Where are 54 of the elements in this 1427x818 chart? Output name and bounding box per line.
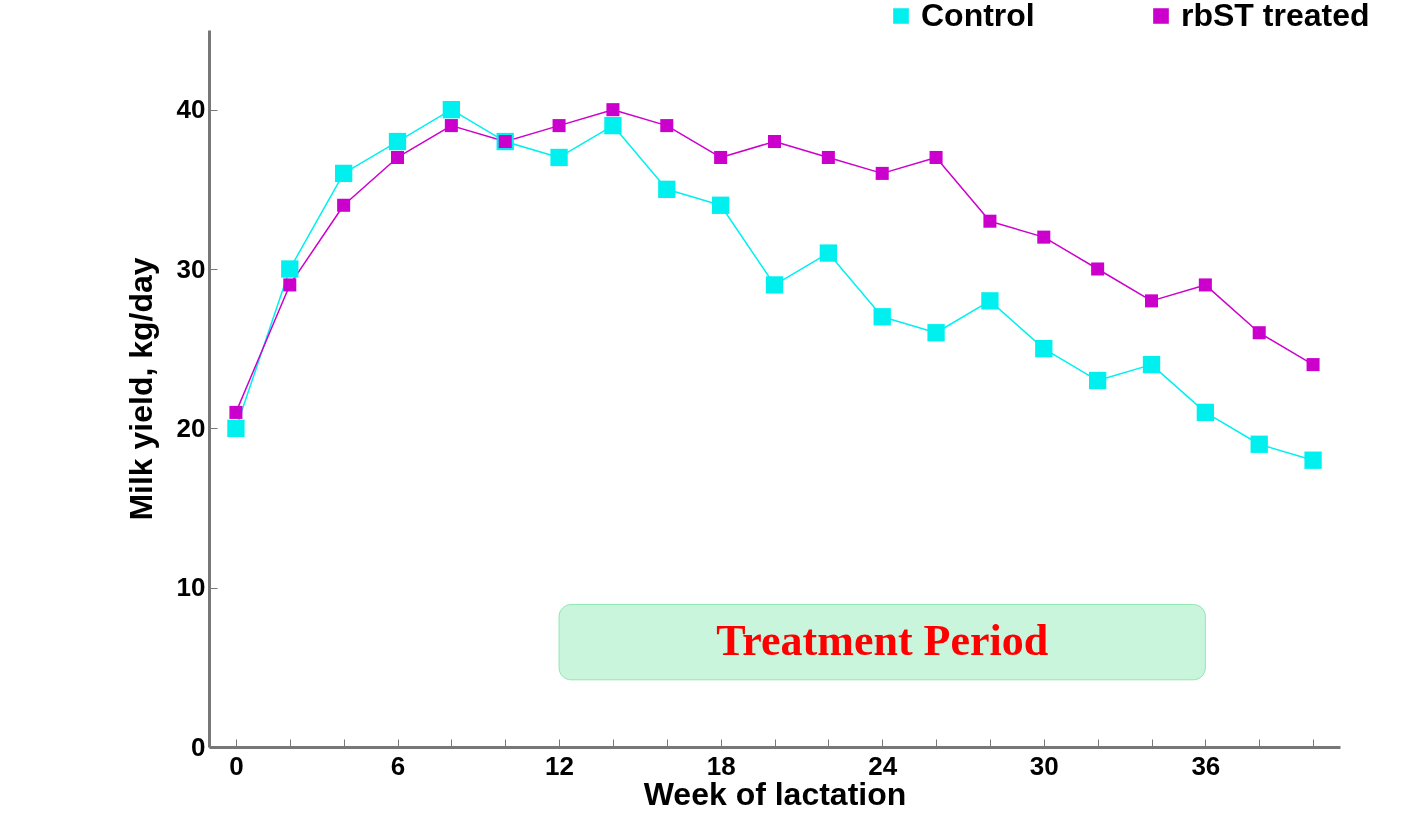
point <box>929 150 943 164</box>
point <box>1252 326 1266 340</box>
point <box>819 244 838 262</box>
x-tick-label: 36 <box>1191 750 1221 781</box>
band-label: Treatment Period <box>716 616 1049 666</box>
point <box>658 180 676 198</box>
point <box>927 324 945 342</box>
point <box>388 132 407 151</box>
point <box>444 119 458 133</box>
point <box>873 308 891 326</box>
y-tick-label: 40 <box>176 94 206 125</box>
point <box>1144 294 1159 308</box>
point <box>229 405 243 419</box>
y-tick-label: 10 <box>176 572 206 603</box>
point <box>283 278 297 292</box>
y-axis-title: Milk yield, kg/day <box>122 257 159 521</box>
x-tick-label: 0 <box>229 750 244 781</box>
x-tick-label: 12 <box>545 750 575 781</box>
point <box>227 419 245 437</box>
point <box>714 150 728 164</box>
point <box>390 150 405 164</box>
point <box>1037 230 1051 244</box>
point <box>552 119 566 133</box>
y-tick-label: 20 <box>176 412 206 443</box>
point <box>711 196 730 214</box>
x-tick-label: 30 <box>1029 750 1059 781</box>
point <box>606 103 620 117</box>
point <box>821 150 835 164</box>
point <box>550 148 568 167</box>
point <box>281 260 299 278</box>
legend-label: Control <box>921 0 1035 33</box>
point <box>1304 451 1322 469</box>
point <box>1142 355 1161 374</box>
legend-label: rbST treated <box>1181 0 1370 33</box>
point <box>1196 403 1215 422</box>
point <box>981 292 999 310</box>
point <box>767 135 782 149</box>
point <box>983 214 997 228</box>
point <box>875 166 889 180</box>
point <box>660 119 674 133</box>
point <box>1306 358 1320 372</box>
point <box>442 101 461 119</box>
point <box>334 164 353 183</box>
x-tick-label: 6 <box>390 750 406 781</box>
point <box>337 198 351 212</box>
point <box>604 116 622 135</box>
y-tick-label: 30 <box>176 253 206 284</box>
y-tick-label: 0 <box>191 731 206 762</box>
point <box>1091 262 1105 276</box>
point <box>1250 435 1268 453</box>
point <box>1035 340 1053 358</box>
point <box>1198 278 1212 292</box>
point <box>765 276 784 294</box>
point <box>1088 371 1107 390</box>
